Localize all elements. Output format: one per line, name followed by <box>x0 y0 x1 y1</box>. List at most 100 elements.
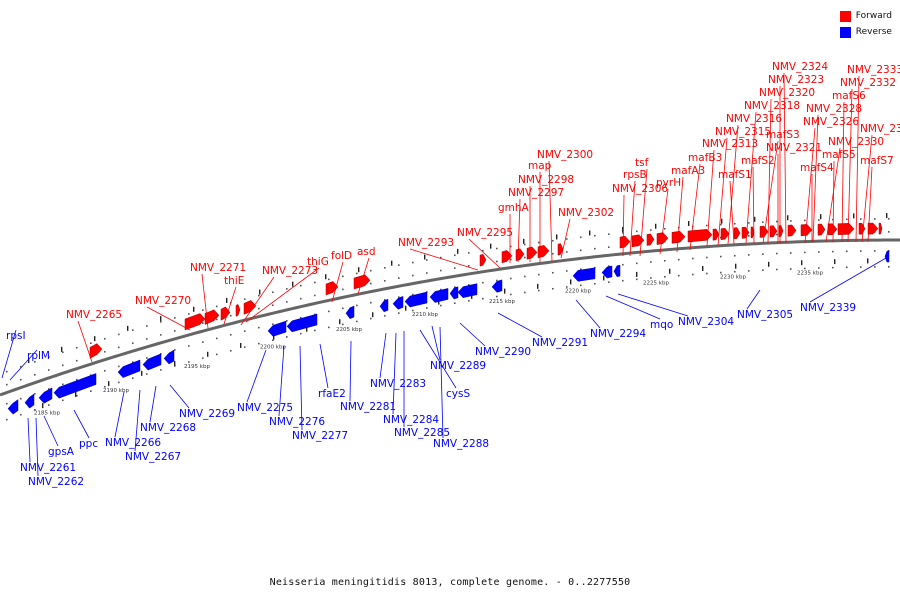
reverse-gene-20[interactable] <box>884 250 890 263</box>
forward-leader-line <box>804 127 816 244</box>
reverse-gene-15[interactable] <box>457 283 478 298</box>
reverse-gene-10[interactable] <box>379 298 389 313</box>
forward-gene-label: folD <box>331 250 352 262</box>
forward-gene-10[interactable] <box>515 248 525 262</box>
reverse-gene-4[interactable] <box>117 359 141 378</box>
reverse-gene-14[interactable] <box>449 286 459 300</box>
forward-gene-35[interactable] <box>878 222 883 235</box>
forward-gene-6[interactable] <box>325 281 339 296</box>
reverse-gene-9[interactable] <box>345 305 355 320</box>
forward-gene-2[interactable] <box>204 309 220 325</box>
forward-gene-24[interactable] <box>750 226 755 239</box>
reverse-gene-16[interactable] <box>491 279 503 293</box>
forward-gene-20[interactable] <box>712 228 720 241</box>
forward-gene-25[interactable] <box>759 225 769 238</box>
guide-dot <box>62 399 64 402</box>
forward-gene-4[interactable] <box>235 303 241 317</box>
forward-gene-3[interactable] <box>220 306 231 321</box>
lane-mark <box>636 271 638 277</box>
lane-mark <box>405 305 407 311</box>
guide-dot <box>314 294 316 297</box>
reverse-leader-line <box>605 295 661 320</box>
reverse-gene-8[interactable] <box>286 313 318 333</box>
forward-gene-22[interactable] <box>733 227 741 240</box>
reverse-gene-7[interactable] <box>267 320 287 337</box>
guide-dot <box>370 301 372 304</box>
forward-gene-13[interactable] <box>557 243 564 256</box>
reverse-gene-19[interactable] <box>613 264 621 278</box>
guide-dot <box>650 277 652 279</box>
guide-dot <box>300 284 302 287</box>
guide-dot <box>888 231 890 233</box>
reverse-gene-6[interactable] <box>163 349 175 365</box>
forward-gene-21[interactable] <box>720 227 730 240</box>
forward-gene-18[interactable] <box>671 231 686 244</box>
forward-leader-line <box>77 320 93 363</box>
reverse-gene-1[interactable] <box>24 393 35 409</box>
guide-dot <box>412 261 414 264</box>
reverse-gene-13[interactable] <box>429 288 449 303</box>
forward-gene-30[interactable] <box>817 223 826 236</box>
guide-dot <box>6 383 8 386</box>
forward-gene-5[interactable] <box>243 300 257 315</box>
guide-dot <box>216 318 218 321</box>
forward-gene-7[interactable] <box>353 274 371 290</box>
guide-dot <box>426 272 428 274</box>
guide-dot <box>790 252 792 254</box>
forward-gene-28[interactable] <box>787 224 797 237</box>
guide-dot <box>258 342 260 345</box>
guide-dot <box>440 256 442 259</box>
reverse-gene-18[interactable] <box>601 265 613 279</box>
reverse-gene-12[interactable] <box>404 291 428 308</box>
forward-gene-label: NMV_2323 <box>768 74 824 86</box>
forward-gene-14[interactable] <box>619 235 631 249</box>
reverse-gene-3[interactable] <box>53 373 97 399</box>
forward-gene-19[interactable] <box>687 229 713 243</box>
forward-gene-label: NMV_2298 <box>518 174 574 186</box>
forward-gene-15[interactable] <box>631 234 645 248</box>
forward-gene-16[interactable] <box>646 233 655 246</box>
forward-gene-1[interactable] <box>184 313 206 331</box>
forward-gene-27[interactable] <box>778 225 784 237</box>
forward-gene-9[interactable] <box>501 250 513 264</box>
guide-dot <box>776 233 778 236</box>
guide-dot <box>384 315 386 317</box>
guide-dot <box>776 268 778 271</box>
forward-gene-0[interactable] <box>89 343 103 359</box>
forward-gene-label: NMV_2324 <box>772 61 828 73</box>
reverse-leader-line <box>246 349 267 403</box>
reverse-gene-5[interactable] <box>142 353 162 371</box>
reverse-gene-label: gpsA <box>48 446 75 458</box>
forward-gene-12[interactable] <box>537 245 550 259</box>
guide-dot <box>594 234 596 237</box>
forward-gene-23[interactable] <box>741 226 750 239</box>
forward-leader-line <box>629 180 636 257</box>
reverse-gene-2[interactable] <box>38 387 53 404</box>
forward-gene-29[interactable] <box>800 224 813 237</box>
forward-gene-31[interactable] <box>827 223 838 236</box>
forward-swatch <box>839 10 851 22</box>
forward-leader-line <box>727 124 739 245</box>
forward-gene-34[interactable] <box>867 222 879 235</box>
guide-dot <box>524 256 526 259</box>
lane-mark <box>372 312 374 318</box>
forward-gene-8[interactable] <box>479 253 487 267</box>
lane-mark <box>424 254 426 260</box>
forward-gene-17[interactable] <box>656 232 669 245</box>
reverse-gene-0[interactable] <box>7 399 19 415</box>
tick-label: 2235 kbp <box>797 270 823 276</box>
reverse-gene-11[interactable] <box>392 296 404 310</box>
guide-dot <box>846 218 848 221</box>
guide-dot <box>454 286 456 288</box>
guide-dot <box>734 270 736 273</box>
guide-dot <box>580 236 582 239</box>
forward-gene-11[interactable] <box>526 246 538 260</box>
forward-gene-26[interactable] <box>769 225 778 238</box>
reverse-leader-line <box>114 391 125 438</box>
lane-mark <box>886 213 888 219</box>
forward-gene-33[interactable] <box>858 222 866 235</box>
genome-backbone <box>0 238 900 397</box>
reverse-gene-17[interactable] <box>572 267 596 282</box>
guide-dot <box>188 313 190 315</box>
forward-gene-32[interactable] <box>837 223 855 235</box>
